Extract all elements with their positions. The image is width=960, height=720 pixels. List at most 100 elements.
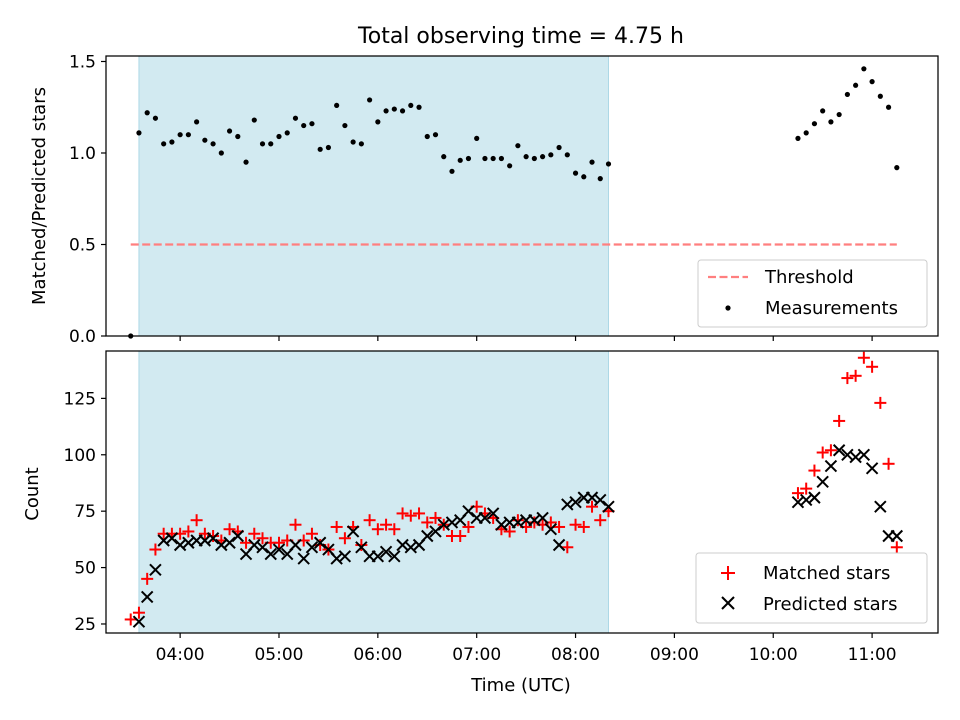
count-y-axis-ticks: 25 50 75 100 125 — [64, 389, 106, 635]
matched-star-point — [833, 414, 846, 427]
predicted-star-point — [486, 507, 500, 520]
matched-star-point — [561, 541, 574, 554]
measurement-point — [243, 159, 249, 165]
ratio-y-tick-label: 1.5 — [69, 52, 96, 72]
count-x-tick-label: 06:00 — [353, 645, 402, 665]
predicted-star-point — [478, 511, 492, 525]
ratio-y-tick-label: 0.0 — [69, 327, 96, 347]
predicted-star-point — [149, 563, 162, 577]
ratio-y-axis-label: Matched/Predicted stars — [29, 87, 50, 305]
matched-star-point — [577, 520, 590, 533]
matched-star-point — [240, 536, 253, 549]
measurement-point — [548, 152, 554, 158]
measurement-point — [202, 137, 208, 143]
measurement-point — [284, 130, 290, 136]
measurement-point — [161, 141, 167, 147]
ratio-y-tick-label: 1.0 — [69, 144, 96, 164]
matched-star-point — [305, 527, 318, 540]
matched-star-point — [882, 457, 895, 470]
observing-window-shade — [138, 350, 609, 634]
matched-star-point — [874, 396, 887, 409]
predicted-star-point — [272, 543, 286, 556]
matched-stars-legend-swatch — [721, 566, 735, 580]
predicted-star-point — [132, 615, 146, 628]
matched-star-point — [511, 514, 524, 527]
matched-star-point — [890, 541, 903, 554]
measurement-point — [383, 108, 389, 114]
predicted-star-point — [297, 552, 310, 565]
predicted-stars-points — [132, 444, 904, 628]
predicted-star-point — [140, 590, 154, 604]
measurement-point — [597, 176, 603, 182]
predicted-star-point — [462, 504, 475, 518]
measurement-point — [474, 135, 480, 141]
predicted-star-point — [890, 529, 904, 543]
predicted-star-point — [832, 444, 846, 457]
measurement-point — [210, 141, 216, 147]
predicted-star-point — [544, 523, 558, 536]
predicted-star-point — [816, 475, 829, 489]
measurement-point — [276, 133, 282, 140]
ratio-legend-box — [697, 259, 928, 328]
matched-star-point — [553, 520, 566, 533]
matched-star-point — [355, 539, 368, 552]
x-axis-label: Time (UTC) — [470, 675, 571, 696]
predicted-star-point — [289, 538, 302, 552]
matched-star-point — [586, 500, 599, 513]
measurement-point — [391, 106, 397, 112]
threshold-legend-label: Threshold — [764, 267, 854, 288]
matched-star-point — [816, 446, 829, 459]
matched-star-point — [149, 543, 162, 556]
ratio-panel: 0.0 0.5 1.0 1.5 Matched/Predicted stars Thr… — [29, 52, 939, 347]
predicted-stars-legend-label: Predicted stars — [763, 594, 897, 615]
predicted-star-point — [874, 500, 887, 513]
measurement-point — [861, 66, 867, 72]
measurement-point — [795, 135, 801, 141]
predicted-star-point — [346, 525, 360, 538]
predicted-star-point — [206, 532, 220, 545]
count-x-tick-label: 07:00 — [452, 645, 501, 665]
matched-star-point — [866, 360, 879, 373]
matched-star-point — [421, 516, 434, 529]
measurement-point — [325, 144, 332, 151]
observing-window-band — [138, 55, 609, 337]
measurement-point — [457, 157, 463, 163]
predicted-star-point — [264, 547, 277, 561]
count-y-tick-label: 75 — [74, 502, 96, 522]
predicted-stars-legend-swatch — [721, 596, 735, 610]
measurement-point — [152, 115, 159, 121]
matched-star-point — [849, 369, 862, 382]
predicted-star-point — [421, 529, 434, 543]
predicted-star-point — [865, 462, 879, 475]
predicted-star-point — [313, 536, 327, 549]
matched-star-point — [132, 606, 145, 619]
count-x-tick-label: 10:00 — [749, 645, 798, 665]
measurement-point — [581, 174, 587, 180]
matched-star-point — [371, 523, 384, 536]
measurement-point — [589, 159, 595, 165]
predicted-star-point — [808, 491, 821, 504]
measurement-point — [498, 155, 505, 162]
matched-star-point — [800, 482, 813, 495]
measurement-point — [268, 141, 274, 147]
matched-star-point — [429, 511, 442, 524]
count-panel-frame — [105, 350, 939, 634]
matched-star-point — [413, 507, 426, 520]
measurement-point — [531, 155, 537, 162]
measurement-point — [605, 161, 612, 167]
matched-star-point — [388, 523, 401, 536]
count-legend: Matched stars Predicted stars — [695, 552, 928, 624]
predicted-star-point — [338, 550, 352, 563]
measurements-legend-swatch — [725, 305, 731, 311]
count-y-tick-label: 100 — [64, 446, 96, 466]
measurement-point — [811, 121, 818, 127]
predicted-star-point — [569, 495, 582, 509]
matched-star-point — [841, 372, 854, 385]
ratio-panel-frame — [105, 55, 939, 337]
matched-star-point — [363, 514, 376, 527]
matched-star-point — [289, 518, 302, 531]
measurement-points — [128, 66, 900, 339]
predicted-star-point — [223, 536, 236, 549]
measurement-point — [844, 91, 850, 98]
